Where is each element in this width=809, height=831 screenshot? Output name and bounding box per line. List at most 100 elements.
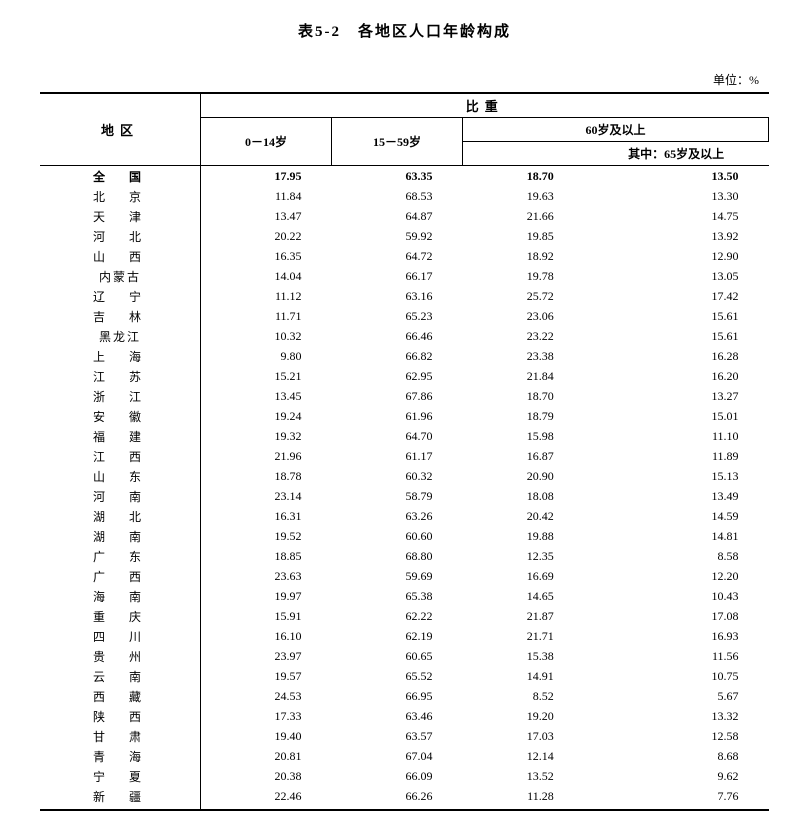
- table-row: 河 南23.1458.7918.0813.49: [40, 486, 769, 506]
- value-cell: 14.81: [584, 526, 769, 546]
- region-cell: 北 京: [40, 186, 201, 206]
- table-row: 广 东18.8568.8012.358.58: [40, 546, 769, 566]
- value-cell: 19.97: [201, 586, 332, 606]
- table-row: 浙 江13.4567.8618.7013.27: [40, 386, 769, 406]
- table-row: 江 苏15.2162.9521.8416.20: [40, 366, 769, 386]
- table-row: 安 徽19.2461.9618.7915.01: [40, 406, 769, 426]
- value-cell: 16.87: [463, 446, 584, 466]
- header-15-59: 15－59岁: [332, 118, 463, 166]
- region-cell: 内蒙古: [40, 266, 201, 286]
- table-row: 山 东18.7860.3220.9015.13: [40, 466, 769, 486]
- region-cell: 江 苏: [40, 366, 201, 386]
- region-cell: 天 津: [40, 206, 201, 226]
- value-cell: 11.89: [584, 446, 769, 466]
- value-cell: 63.16: [332, 286, 463, 306]
- table-row: 陕 西17.3363.4619.2013.32: [40, 706, 769, 726]
- region-cell: 山 东: [40, 466, 201, 486]
- value-cell: 23.06: [463, 306, 584, 326]
- region-cell: 四 川: [40, 626, 201, 646]
- value-cell: 13.52: [463, 766, 584, 786]
- value-cell: 19.32: [201, 426, 332, 446]
- value-cell: 67.04: [332, 746, 463, 766]
- value-cell: 17.95: [201, 166, 332, 187]
- region-cell: 河 南: [40, 486, 201, 506]
- table-row: 重 庆15.9162.2221.8717.08: [40, 606, 769, 626]
- value-cell: 66.26: [332, 786, 463, 810]
- region-cell: 青 海: [40, 746, 201, 766]
- value-cell: 68.53: [332, 186, 463, 206]
- region-cell: 广 西: [40, 566, 201, 586]
- value-cell: 19.85: [463, 226, 584, 246]
- unit-label: 单位：%: [40, 71, 769, 88]
- region-cell: 山 西: [40, 246, 201, 266]
- value-cell: 25.72: [463, 286, 584, 306]
- region-cell: 甘 肃: [40, 726, 201, 746]
- region-cell: 福 建: [40, 426, 201, 446]
- value-cell: 21.87: [463, 606, 584, 626]
- region-cell: 湖 北: [40, 506, 201, 526]
- value-cell: 13.27: [584, 386, 769, 406]
- table-row: 贵 州23.9760.6515.3811.56: [40, 646, 769, 666]
- value-cell: 17.33: [201, 706, 332, 726]
- table-row: 广 西23.6359.6916.6912.20: [40, 566, 769, 586]
- value-cell: 14.75: [584, 206, 769, 226]
- value-cell: 21.71: [463, 626, 584, 646]
- region-cell: 重 庆: [40, 606, 201, 626]
- value-cell: 20.38: [201, 766, 332, 786]
- value-cell: 15.21: [201, 366, 332, 386]
- table-row: 河 北20.2259.9219.8513.92: [40, 226, 769, 246]
- table-row: 吉 林11.7165.2323.0615.61: [40, 306, 769, 326]
- value-cell: 59.92: [332, 226, 463, 246]
- value-cell: 14.91: [463, 666, 584, 686]
- region-cell: 海 南: [40, 586, 201, 606]
- value-cell: 16.31: [201, 506, 332, 526]
- value-cell: 23.97: [201, 646, 332, 666]
- value-cell: 8.68: [584, 746, 769, 766]
- value-cell: 66.09: [332, 766, 463, 786]
- header-60plus: 60岁及以上: [463, 118, 769, 142]
- value-cell: 14.65: [463, 586, 584, 606]
- header-region: 地区: [40, 93, 201, 166]
- value-cell: 24.53: [201, 686, 332, 706]
- value-cell: 66.17: [332, 266, 463, 286]
- value-cell: 13.50: [584, 166, 769, 187]
- value-cell: 20.42: [463, 506, 584, 526]
- value-cell: 11.84: [201, 186, 332, 206]
- value-cell: 7.76: [584, 786, 769, 810]
- table-row: 四 川16.1062.1921.7116.93: [40, 626, 769, 646]
- table-row: 湖 北16.3163.2620.4214.59: [40, 506, 769, 526]
- value-cell: 65.23: [332, 306, 463, 326]
- value-cell: 23.63: [201, 566, 332, 586]
- value-cell: 11.71: [201, 306, 332, 326]
- table-row: 全 国17.9563.3518.7013.50: [40, 166, 769, 187]
- value-cell: 13.49: [584, 486, 769, 506]
- value-cell: 11.56: [584, 646, 769, 666]
- value-cell: 8.52: [463, 686, 584, 706]
- table-row: 辽 宁11.1263.1625.7217.42: [40, 286, 769, 306]
- value-cell: 18.78: [201, 466, 332, 486]
- value-cell: 20.90: [463, 466, 584, 486]
- value-cell: 9.62: [584, 766, 769, 786]
- value-cell: 12.90: [584, 246, 769, 266]
- value-cell: 13.47: [201, 206, 332, 226]
- table-row: 新 疆22.4666.2611.287.76: [40, 786, 769, 810]
- table-row: 福 建19.3264.7015.9811.10: [40, 426, 769, 446]
- value-cell: 64.70: [332, 426, 463, 446]
- region-cell: 吉 林: [40, 306, 201, 326]
- value-cell: 13.05: [584, 266, 769, 286]
- value-cell: 19.40: [201, 726, 332, 746]
- value-cell: 14.04: [201, 266, 332, 286]
- value-cell: 62.19: [332, 626, 463, 646]
- value-cell: 13.32: [584, 706, 769, 726]
- value-cell: 15.01: [584, 406, 769, 426]
- value-cell: 62.22: [332, 606, 463, 626]
- value-cell: 23.38: [463, 346, 584, 366]
- value-cell: 64.87: [332, 206, 463, 226]
- region-cell: 云 南: [40, 666, 201, 686]
- table-row: 北 京11.8468.5319.6313.30: [40, 186, 769, 206]
- value-cell: 13.45: [201, 386, 332, 406]
- region-cell: 浙 江: [40, 386, 201, 406]
- value-cell: 15.13: [584, 466, 769, 486]
- table-row: 湖 南19.5260.6019.8814.81: [40, 526, 769, 546]
- value-cell: 59.69: [332, 566, 463, 586]
